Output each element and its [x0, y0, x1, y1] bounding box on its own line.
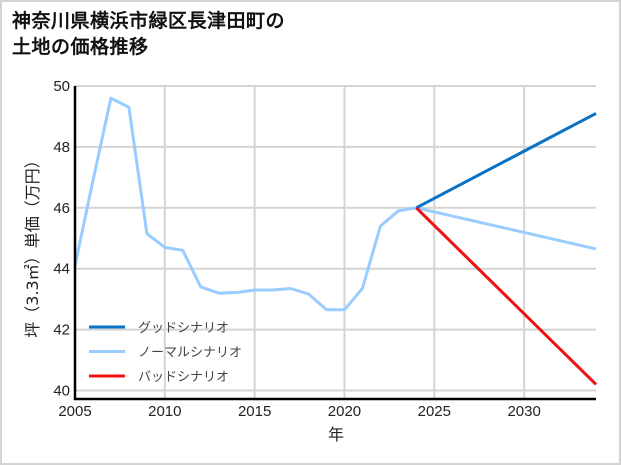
x-tick-label: 2010 [148, 403, 181, 420]
gridlines [75, 85, 596, 399]
y-tick-label: 46 [53, 200, 70, 217]
x-axis-label: 年 [328, 425, 344, 444]
series-line [73, 96, 597, 312]
x-tick-label: 2020 [328, 403, 361, 420]
series-line [415, 206, 598, 386]
tick-labels: 40 42 44 46 48 50 2005 2010 2015 2020 2025 2030 [53, 78, 541, 420]
y-tick-label: 44 [53, 261, 70, 278]
axes [73, 86, 596, 401]
chart-title: 神奈川県横浜市緑区長津田町の 土地の価格推移 [12, 8, 285, 60]
legend-label: バッドシナリオ [138, 370, 229, 385]
series-lines [73, 96, 598, 386]
x-tick-label: 2030 [507, 403, 540, 420]
y-tick-label: 40 [53, 383, 70, 400]
x-tick-label: 2005 [58, 403, 91, 420]
x-tick-label: 2015 [238, 403, 271, 420]
legend-label: グッドシナリオ [138, 321, 229, 336]
x-tick-label: 2025 [418, 403, 451, 420]
y-tick-label: 50 [53, 78, 70, 95]
chart-title-line-1: 神奈川県横浜市緑区長津田町の [12, 10, 286, 32]
chart-title-line-2: 土地の価格推移 [12, 36, 149, 58]
series-line [415, 112, 597, 210]
y-tick-label: 48 [53, 139, 70, 156]
legend-label: ノーマルシナリオ [138, 346, 242, 361]
y-tick-label: 42 [53, 322, 70, 339]
y-axis-label: 坪（3.3㎡）単価（万円） [23, 152, 42, 337]
